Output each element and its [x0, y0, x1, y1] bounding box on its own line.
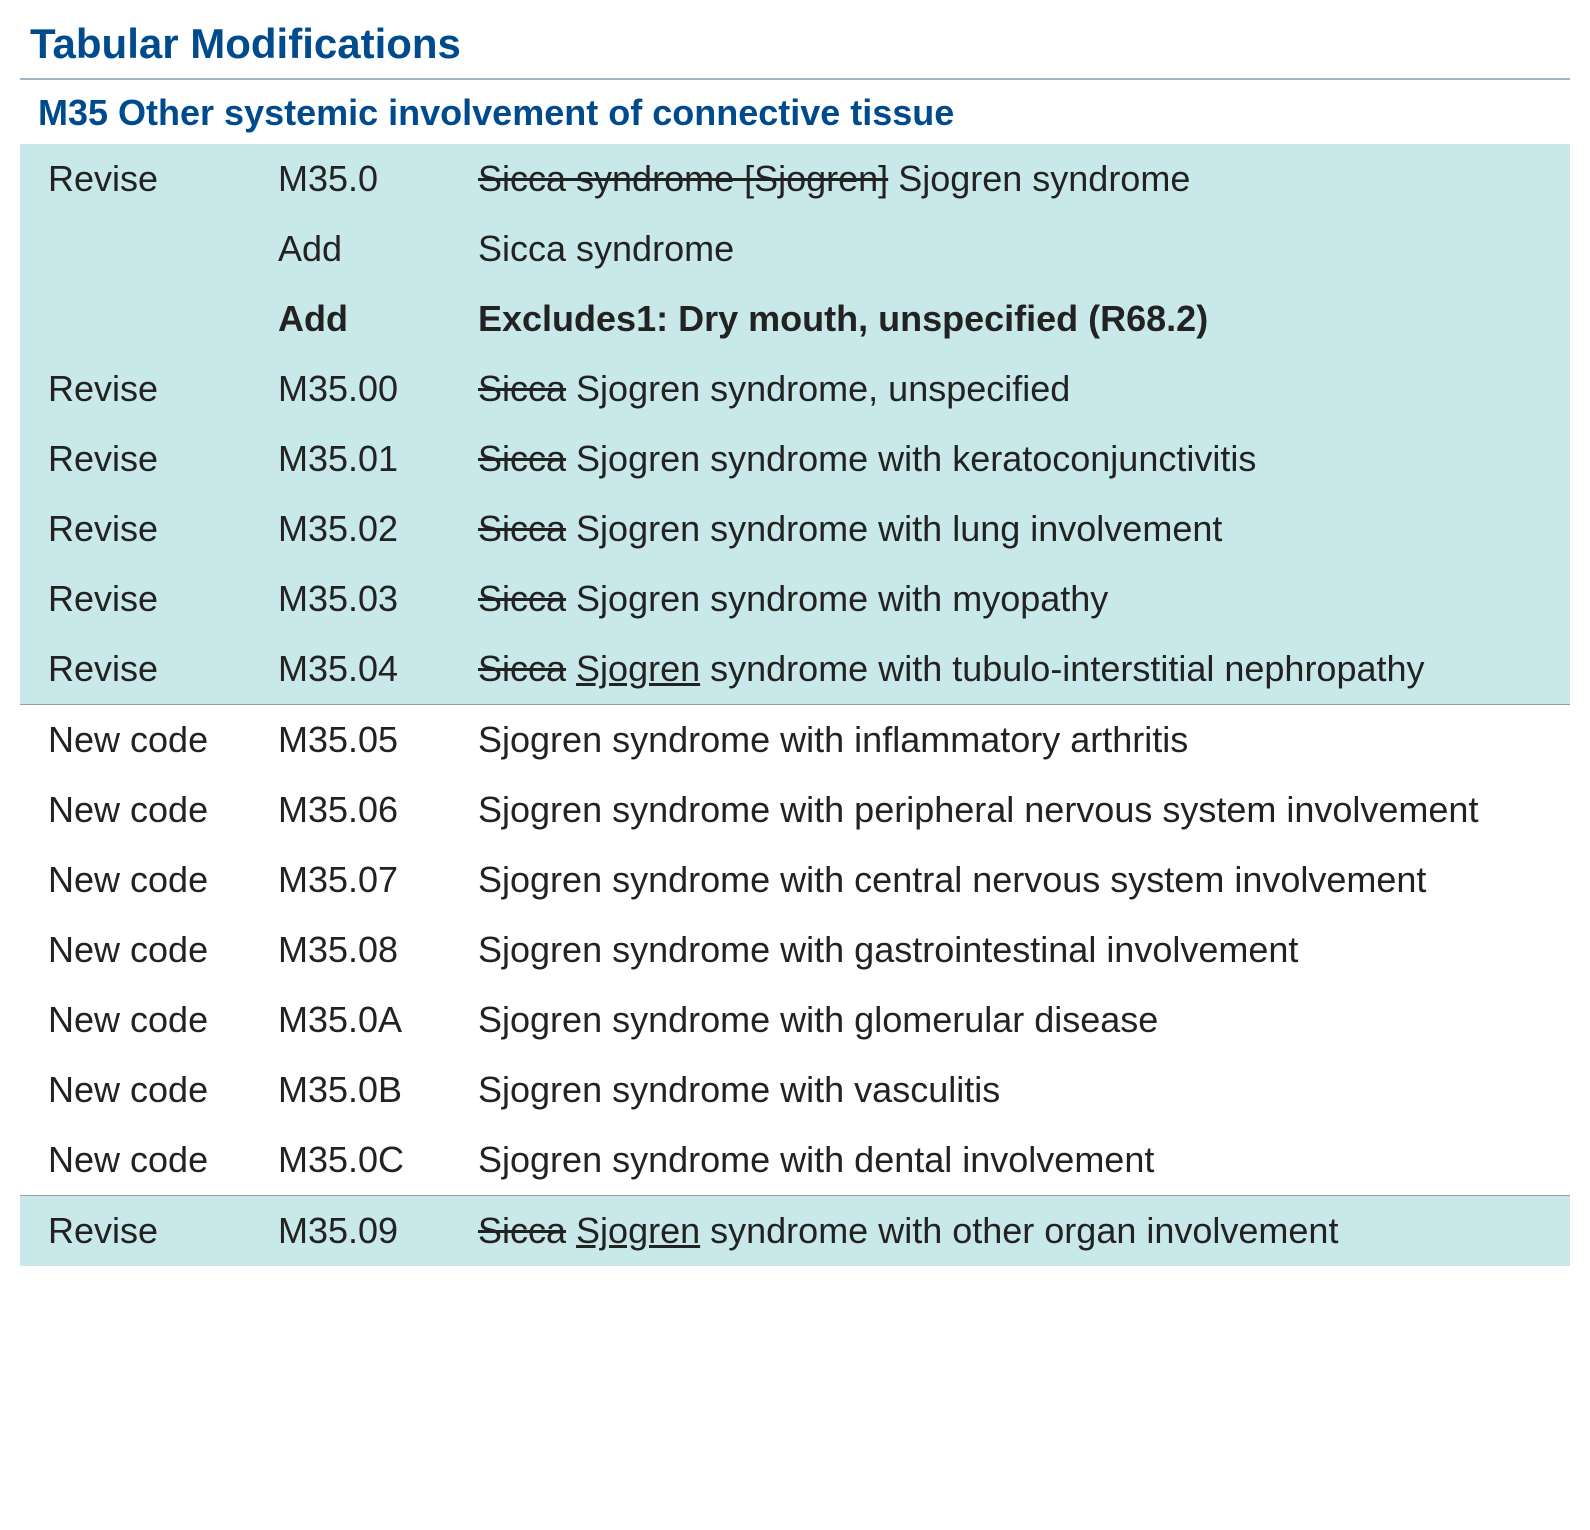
cell-code: M35.00: [268, 354, 468, 424]
desc-segment: Sjogren syndrome with gastrointestinal i…: [478, 929, 1298, 970]
desc-segment: Sjogren: [576, 648, 700, 689]
desc-segment: syndrome with other organ involvement: [700, 1210, 1338, 1251]
cell-action: Revise: [20, 564, 268, 634]
cell-code: M35.04: [268, 634, 468, 705]
desc-segment: Sjogren syndrome with lung involvement: [566, 508, 1222, 549]
desc-segment: Sjogren syndrome with central nervous sy…: [478, 859, 1426, 900]
desc-segment: Sicca: [478, 438, 566, 479]
cell-action: Revise: [20, 494, 268, 564]
cell-code: M35.02: [268, 494, 468, 564]
desc-segment: Sicca: [478, 578, 566, 619]
desc-segment: [566, 1210, 576, 1251]
desc-segment: Sicca: [478, 508, 566, 549]
cell-action: Revise: [20, 424, 268, 494]
desc-segment: Sicca syndrome: [478, 228, 734, 269]
table-row: New codeM35.0BSjogren syndrome with vasc…: [20, 1055, 1570, 1125]
table-row: ReviseM35.02Sicca Sjogren syndrome with …: [20, 494, 1570, 564]
cell-code: M35.0B: [268, 1055, 468, 1125]
table-row: New codeM35.05Sjogren syndrome with infl…: [20, 705, 1570, 776]
cell-code: M35.03: [268, 564, 468, 634]
cell-action: New code: [20, 1125, 268, 1196]
desc-segment: Sicca: [478, 1210, 566, 1251]
cell-action: Revise: [20, 1196, 268, 1267]
table-row: New codeM35.08Sjogren syndrome with gast…: [20, 915, 1570, 985]
desc-segment: Sicca syndrome [Sjogren]: [478, 158, 888, 199]
cell-code: M35.06: [268, 775, 468, 845]
modifications-table: ReviseM35.0Sicca syndrome [Sjogren] Sjog…: [20, 144, 1570, 1266]
cell-code: M35.0: [268, 144, 468, 214]
desc-segment: [566, 648, 576, 689]
table-row: New codeM35.0CSjogren syndrome with dent…: [20, 1125, 1570, 1196]
cell-description: Sicca Sjogren syndrome with myopathy: [468, 564, 1570, 634]
cell-description: Sjogren syndrome with vasculitis: [468, 1055, 1570, 1125]
table-row: New codeM35.07Sjogren syndrome with cent…: [20, 845, 1570, 915]
cell-description: Excludes1: Dry mouth, unspecified (R68.2…: [468, 284, 1570, 354]
cell-code: M35.0A: [268, 985, 468, 1055]
cell-code: M35.05: [268, 705, 468, 776]
cell-description: Sicca syndrome: [468, 214, 1570, 284]
cell-code: M35.01: [268, 424, 468, 494]
table-row: ReviseM35.00Sicca Sjogren syndrome, unsp…: [20, 354, 1570, 424]
cell-action: New code: [20, 845, 268, 915]
cell-action: Revise: [20, 634, 268, 705]
cell-action: Revise: [20, 354, 268, 424]
cell-description: Sicca syndrome [Sjogren] Sjogren syndrom…: [468, 144, 1570, 214]
cell-code: M35.08: [268, 915, 468, 985]
table-row: ReviseM35.09Sicca Sjogren syndrome with …: [20, 1196, 1570, 1267]
desc-segment: Sjogren syndrome with peripheral nervous…: [478, 789, 1478, 830]
cell-code: M35.0C: [268, 1125, 468, 1196]
cell-description: Sjogren syndrome with dental involvement: [468, 1125, 1570, 1196]
cell-action: New code: [20, 1055, 268, 1125]
desc-segment: Sjogren syndrome with keratoconjunctivit…: [566, 438, 1256, 479]
cell-action: New code: [20, 915, 268, 985]
table-row: New codeM35.0ASjogren syndrome with glom…: [20, 985, 1570, 1055]
table-row: ReviseM35.01Sicca Sjogren syndrome with …: [20, 424, 1570, 494]
cell-description: Sjogren syndrome with central nervous sy…: [468, 845, 1570, 915]
cell-action: New code: [20, 775, 268, 845]
cell-description: Sjogren syndrome with glomerular disease: [468, 985, 1570, 1055]
cell-code: Add: [268, 214, 468, 284]
desc-segment: Sjogren syndrome with vasculitis: [478, 1069, 1000, 1110]
table-row: AddExcludes1: Dry mouth, unspecified (R6…: [20, 284, 1570, 354]
desc-segment: Sicca: [478, 648, 566, 689]
cell-description: Sjogren syndrome with peripheral nervous…: [468, 775, 1570, 845]
cell-action: New code: [20, 985, 268, 1055]
cell-description: Sicca Sjogren syndrome with lung involve…: [468, 494, 1570, 564]
desc-segment: Sjogren: [576, 1210, 700, 1251]
desc-segment: Sjogren syndrome with myopathy: [566, 578, 1108, 619]
desc-segment: syndrome with tubulo-interstitial nephro…: [700, 648, 1424, 689]
cell-code: M35.09: [268, 1196, 468, 1267]
table-row: ReviseM35.04Sicca Sjogren syndrome with …: [20, 634, 1570, 705]
cell-description: Sjogren syndrome with gastrointestinal i…: [468, 915, 1570, 985]
cell-action: Revise: [20, 144, 268, 214]
desc-segment: Sjogren syndrome with dental involvement: [478, 1139, 1154, 1180]
section-subtitle: M35 Other systemic involvement of connec…: [38, 92, 954, 133]
subtitle-wrap: M35 Other systemic involvement of connec…: [20, 78, 1570, 144]
desc-segment: Excludes1: Dry mouth, unspecified (R68.2…: [478, 298, 1208, 339]
cell-description: Sicca Sjogren syndrome with tubulo-inter…: [468, 634, 1570, 705]
desc-segment: Sjogren syndrome, unspecified: [566, 368, 1070, 409]
cell-description: Sjogren syndrome with inflammatory arthr…: [468, 705, 1570, 776]
desc-segment: Sicca: [478, 368, 566, 409]
cell-description: Sicca Sjogren syndrome with keratoconjun…: [468, 424, 1570, 494]
desc-segment: Sjogren syndrome with inflammatory arthr…: [478, 719, 1188, 760]
table-row: AddSicca syndrome: [20, 214, 1570, 284]
desc-segment: Sjogren syndrome: [888, 158, 1190, 199]
cell-code: Add: [268, 284, 468, 354]
table-row: ReviseM35.03Sicca Sjogren syndrome with …: [20, 564, 1570, 634]
cell-action: [20, 214, 268, 284]
cell-description: Sicca Sjogren syndrome with other organ …: [468, 1196, 1570, 1267]
table-row: ReviseM35.0Sicca syndrome [Sjogren] Sjog…: [20, 144, 1570, 214]
page-title: Tabular Modifications: [20, 20, 1570, 68]
desc-segment: Sjogren syndrome with glomerular disease: [478, 999, 1158, 1040]
cell-action: New code: [20, 705, 268, 776]
cell-description: Sicca Sjogren syndrome, unspecified: [468, 354, 1570, 424]
cell-action: [20, 284, 268, 354]
cell-code: M35.07: [268, 845, 468, 915]
table-row: New codeM35.06Sjogren syndrome with peri…: [20, 775, 1570, 845]
